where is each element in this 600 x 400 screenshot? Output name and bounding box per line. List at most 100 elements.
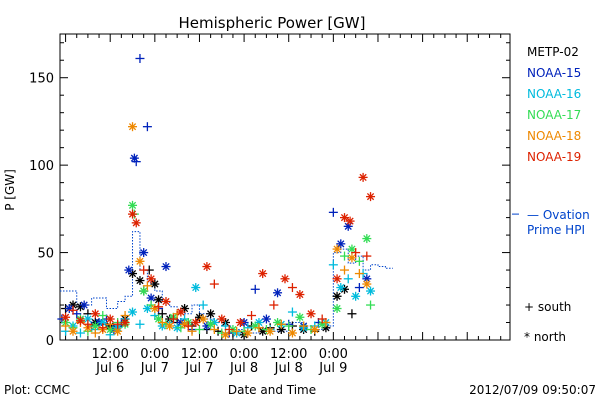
point-south xyxy=(135,319,145,329)
point-north xyxy=(258,269,268,279)
point-south xyxy=(168,314,178,324)
point-north xyxy=(105,325,115,335)
point-north xyxy=(332,274,342,284)
point-north xyxy=(75,316,85,326)
point-south xyxy=(157,309,167,319)
x-tick-label: 0:00 xyxy=(229,347,258,362)
point-north xyxy=(90,309,100,319)
point-south xyxy=(217,328,227,338)
point-south xyxy=(142,281,152,291)
x-tick-date: Jul 8 xyxy=(229,361,258,376)
point-north xyxy=(310,325,320,335)
point-north xyxy=(332,244,342,254)
point-south xyxy=(98,311,108,321)
point-north xyxy=(340,284,350,294)
footer-credit: Plot: CCMC xyxy=(4,383,70,397)
legend-item: NOAA-17 xyxy=(527,108,581,122)
x-tick-date: Jul 9 xyxy=(318,361,347,376)
point-north xyxy=(139,248,149,258)
point-north xyxy=(347,253,357,263)
point-north xyxy=(235,318,245,328)
point-south xyxy=(362,251,372,261)
point-north xyxy=(139,286,149,296)
point-north xyxy=(220,330,230,340)
legend-item: NOAA-19 xyxy=(527,150,581,164)
point-south xyxy=(328,207,338,217)
point-north xyxy=(135,276,145,286)
point-north xyxy=(217,314,227,324)
point-south xyxy=(232,326,242,336)
point-south xyxy=(83,319,93,329)
point-north xyxy=(206,309,216,319)
x-axis-label: Date and Time xyxy=(228,383,316,397)
point-south xyxy=(317,314,327,324)
ovation-legend-label: Prime HPI xyxy=(527,223,585,237)
point-north xyxy=(295,290,305,300)
legend-item: NOAA-16 xyxy=(527,87,581,101)
point-south xyxy=(98,323,108,333)
plot-border xyxy=(59,33,511,341)
point-north xyxy=(280,274,290,284)
point-north xyxy=(362,274,372,284)
point-south xyxy=(299,321,309,331)
point-south xyxy=(354,283,364,293)
point-north xyxy=(176,307,186,317)
point-north xyxy=(128,122,138,132)
point-north xyxy=(273,288,283,298)
point-south xyxy=(187,326,197,336)
x-tick-date: Jul 7 xyxy=(184,361,213,376)
point-north xyxy=(306,309,316,319)
point-north xyxy=(295,312,305,322)
point-north xyxy=(194,312,204,322)
point-north xyxy=(358,172,368,182)
point-north xyxy=(131,218,141,228)
point-south xyxy=(113,319,123,329)
point-south xyxy=(247,311,257,321)
point-south xyxy=(90,328,100,338)
data-points xyxy=(57,53,376,340)
point-north xyxy=(161,262,171,272)
point-south xyxy=(209,325,219,335)
point-south xyxy=(287,283,297,293)
point-north xyxy=(128,307,138,317)
y-tick-label: 0 xyxy=(46,334,54,349)
point-north xyxy=(146,293,156,303)
footer-timestamp: 2012/07/09 09:50:07 xyxy=(469,383,596,397)
point-north xyxy=(120,318,130,328)
legend-item: METP-02 xyxy=(527,45,579,59)
point-south xyxy=(135,53,145,63)
legend: METP-02 NOAA-15 NOAA-16 NOAA-17 NOAA-18 NOAA-… xyxy=(527,45,581,164)
point-north xyxy=(135,256,145,266)
point-south xyxy=(354,269,364,279)
point-north xyxy=(362,279,372,289)
x-tick-label: 12:00 xyxy=(270,347,307,362)
point-north xyxy=(202,262,212,272)
point-north xyxy=(336,283,346,293)
point-north xyxy=(128,209,138,219)
y-axis: 0 50 100 150 xyxy=(29,42,510,349)
point-north xyxy=(105,314,115,324)
x-tick-date: Jul 6 xyxy=(95,361,124,376)
point-north xyxy=(198,314,208,324)
point-south xyxy=(172,309,182,319)
point-south xyxy=(354,256,364,266)
point-north xyxy=(243,328,253,338)
series-noaa-18 xyxy=(61,122,372,340)
point-south xyxy=(154,302,164,312)
series-noaa-15 xyxy=(57,53,372,338)
symbol-legend-item: * north xyxy=(524,330,566,344)
point-north xyxy=(332,304,342,314)
x-tick-label: 12:00 xyxy=(181,347,218,362)
x-tick-date: Jul 8 xyxy=(274,361,303,376)
plot-frame xyxy=(59,33,511,341)
point-north xyxy=(345,216,355,226)
chart-title: Hemispheric Power [GW] xyxy=(179,14,366,32)
y-tick-label: 150 xyxy=(29,72,54,87)
point-south xyxy=(250,284,260,294)
point-north xyxy=(332,291,342,301)
point-north xyxy=(287,328,297,338)
legend-item: NOAA-18 xyxy=(527,129,581,143)
